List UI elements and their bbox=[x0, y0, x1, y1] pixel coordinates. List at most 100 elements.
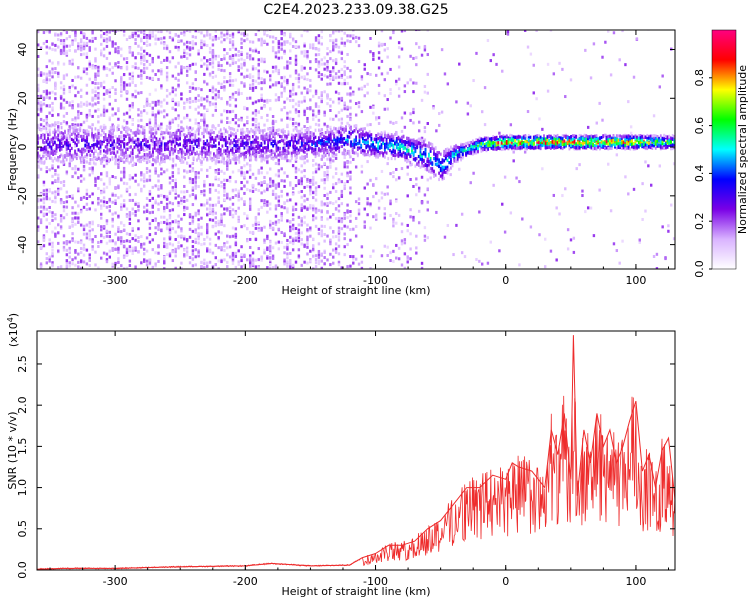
heatmap-cell bbox=[395, 199, 398, 203]
heatmap-cell bbox=[317, 163, 321, 167]
heatmap-cell bbox=[260, 226, 263, 230]
heatmap-cell bbox=[618, 58, 621, 62]
heatmap-cell bbox=[51, 113, 54, 117]
heatmap-cell bbox=[91, 169, 94, 173]
heatmap-cell bbox=[314, 58, 318, 62]
heatmap-cell bbox=[122, 228, 126, 232]
heatmap-cell bbox=[94, 177, 97, 181]
heatmap-cell bbox=[108, 116, 112, 120]
heatmap-cell bbox=[53, 128, 56, 132]
heatmap-cell bbox=[68, 240, 71, 244]
heatmap-cell bbox=[220, 160, 223, 164]
heatmap-cell bbox=[228, 159, 232, 163]
heatmap-cell bbox=[170, 147, 173, 151]
heatmap-cell bbox=[65, 52, 69, 56]
heatmap-cell bbox=[108, 199, 112, 203]
heatmap-cell bbox=[269, 140, 272, 144]
heatmap-cell bbox=[140, 171, 143, 175]
heatmap-cell bbox=[320, 252, 323, 256]
heatmap-cell bbox=[154, 251, 157, 255]
heatmap-cell bbox=[280, 44, 283, 48]
heatmap-cell bbox=[140, 61, 143, 65]
heatmap-cell bbox=[240, 116, 243, 120]
heatmap-cell bbox=[240, 253, 243, 257]
heatmap-cell bbox=[102, 204, 106, 208]
heatmap-cell bbox=[237, 88, 240, 92]
heatmap-cell bbox=[257, 247, 260, 251]
heatmap-cell bbox=[240, 265, 243, 269]
heatmap-cell bbox=[117, 250, 120, 254]
heatmap-cell bbox=[108, 134, 110, 138]
heatmap-cell bbox=[197, 52, 200, 56]
heatmap-cell bbox=[349, 170, 352, 174]
heatmap-cell bbox=[54, 196, 57, 200]
heatmap-cell bbox=[280, 118, 283, 122]
heatmap-cell bbox=[147, 157, 149, 161]
heatmap-cell bbox=[286, 81, 289, 85]
heatmap-cell bbox=[192, 139, 195, 143]
heatmap-cell bbox=[131, 31, 134, 35]
heatmap-cell bbox=[228, 79, 232, 83]
heatmap-cell bbox=[180, 129, 183, 133]
heatmap-cell bbox=[309, 234, 312, 238]
heatmap-cell bbox=[191, 82, 195, 86]
heatmap-cell bbox=[415, 183, 418, 187]
heatmap-cell bbox=[269, 35, 272, 39]
heatmap-cell bbox=[174, 163, 177, 167]
heatmap-cell bbox=[57, 187, 60, 191]
heatmap-cell bbox=[57, 121, 60, 125]
heatmap-cell bbox=[337, 50, 341, 54]
heatmap-cell bbox=[254, 130, 258, 134]
heatmap-cell bbox=[254, 123, 258, 127]
heatmap-cell bbox=[137, 208, 140, 212]
heatmap-cell bbox=[79, 53, 83, 57]
heatmap-cell bbox=[42, 133, 44, 137]
heatmap-cell bbox=[114, 62, 117, 66]
heatmap-cell bbox=[234, 147, 238, 151]
heatmap-cell bbox=[165, 202, 169, 206]
heatmap-cell bbox=[352, 255, 355, 259]
heatmap-cell bbox=[188, 261, 192, 265]
heatmap-cell bbox=[475, 257, 478, 261]
heatmap-cell bbox=[254, 113, 258, 117]
heatmap-cell bbox=[607, 30, 610, 33]
heatmap-cell bbox=[480, 110, 484, 114]
heatmap-cell bbox=[102, 54, 106, 58]
heatmap-cell bbox=[400, 263, 404, 267]
heatmap-cell bbox=[188, 89, 192, 93]
heatmap-cell bbox=[234, 180, 238, 184]
heatmap-cell bbox=[257, 212, 260, 216]
heatmap-cell bbox=[277, 68, 281, 72]
heatmap-cell bbox=[158, 137, 161, 141]
heatmap-cell bbox=[214, 30, 217, 33]
heatmap-cell bbox=[277, 169, 281, 173]
heatmap-cell bbox=[263, 240, 266, 244]
heatmap-cell bbox=[415, 193, 418, 197]
heatmap-cell bbox=[172, 140, 175, 144]
heatmap-cell bbox=[55, 158, 58, 162]
heatmap-cell bbox=[88, 258, 91, 262]
heatmap-cell bbox=[303, 205, 306, 209]
heatmap-cell bbox=[47, 153, 49, 158]
heatmap-cell bbox=[377, 41, 381, 45]
heatmap-cell bbox=[43, 145, 46, 149]
heatmap-cell bbox=[237, 124, 240, 128]
heatmap-cell bbox=[263, 123, 266, 127]
heatmap-cell bbox=[257, 171, 260, 175]
heatmap-cell bbox=[329, 34, 332, 38]
heatmap-cell bbox=[106, 149, 109, 153]
heatmap-cell bbox=[260, 228, 263, 232]
heatmap-cell bbox=[197, 111, 200, 115]
heatmap-cell bbox=[311, 158, 315, 162]
heatmap-cell bbox=[260, 81, 263, 85]
heatmap-cell bbox=[248, 205, 252, 209]
heatmap-cell bbox=[84, 143, 87, 147]
heatmap-cell bbox=[297, 228, 301, 232]
heatmap-cell bbox=[271, 179, 275, 183]
heatmap-cell bbox=[306, 26, 308, 29]
heatmap-cell bbox=[269, 266, 272, 269]
heatmap-cell bbox=[140, 55, 143, 59]
heatmap-cell bbox=[311, 267, 315, 269]
heatmap-cell bbox=[68, 162, 71, 166]
heatmap-cell bbox=[38, 127, 41, 131]
